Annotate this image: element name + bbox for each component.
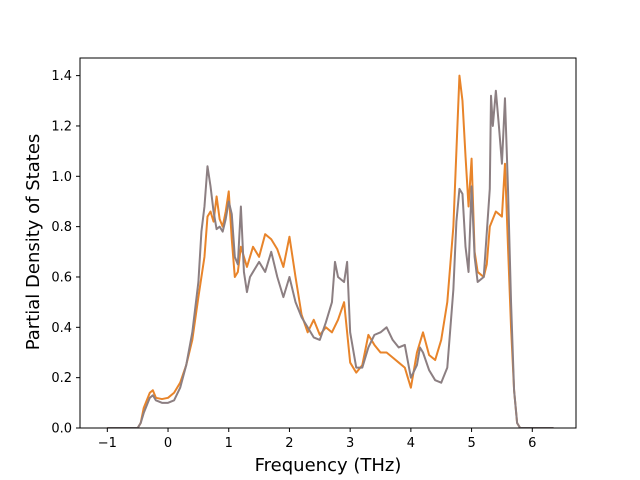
y-axis-label: Partial Density of States [23, 134, 44, 351]
x-tick-label: 2 [285, 436, 293, 451]
x-tick-label: 3 [346, 436, 354, 451]
x-tick-label: 5 [467, 436, 475, 451]
x-tick-label: −1 [98, 436, 117, 451]
x-tick-label: 4 [407, 436, 415, 451]
axes-frame [79, 57, 577, 429]
y-tick-label: 0.8 [51, 220, 72, 235]
y-tick-label: 1.4 [51, 69, 72, 84]
plot-area [107, 74, 554, 428]
y-tick-label: 0.2 [51, 371, 72, 386]
axes: −1 0 1 2 3 4 5 6 0.0 0.2 0.4 0.6 0.8 1.0 1.2 1.4 [51, 57, 577, 451]
y-tick-label: 0.6 [51, 270, 72, 285]
x-tick-label: 6 [528, 436, 536, 451]
series-line-2 [107, 89, 554, 428]
x-tick-label: 0 [164, 436, 172, 451]
x-axis-label: Frequency (THz) [255, 455, 402, 476]
y-tick-label: 0.4 [51, 321, 72, 336]
x-tick-label: 1 [225, 436, 233, 451]
y-tick-label: 1.2 [51, 119, 72, 134]
y-tick-label: 1.0 [51, 170, 72, 185]
y-tick-label: 0.0 [51, 422, 72, 437]
